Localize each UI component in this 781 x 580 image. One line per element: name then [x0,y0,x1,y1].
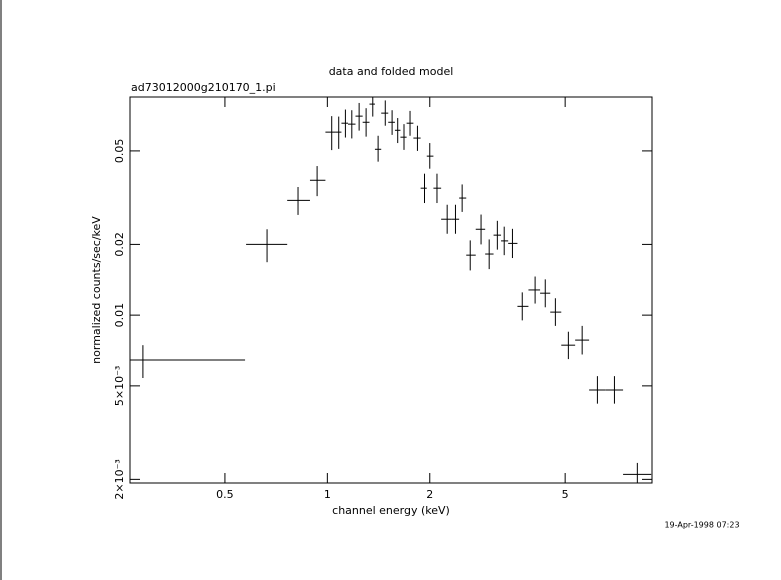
y-tick-label: 0.01 [113,303,126,328]
plot-frame [129,96,653,484]
x-axis-label: channel energy (keV) [332,504,450,517]
y-tick-label: 5×10⁻³ [113,366,126,406]
y-tick-label: 0.05 [113,139,126,164]
x-tick-label: 1 [324,488,331,501]
chart-title: data and folded model [329,65,454,78]
y-tick-label: 0.02 [113,232,126,257]
y-tick-label: 2×10⁻³ [113,459,126,499]
x-tick-label: 2 [426,488,433,501]
data-marks [130,97,652,483]
chart-subtitle: ad73012000g210170_1.pi [131,81,276,94]
y-axis-label: normalized counts/sec/keV [90,216,103,364]
timestamp: 19-Apr-1998 07:23 [664,521,739,530]
x-tick-label: 5 [562,488,569,501]
x-tick-label: 0.5 [216,488,234,501]
